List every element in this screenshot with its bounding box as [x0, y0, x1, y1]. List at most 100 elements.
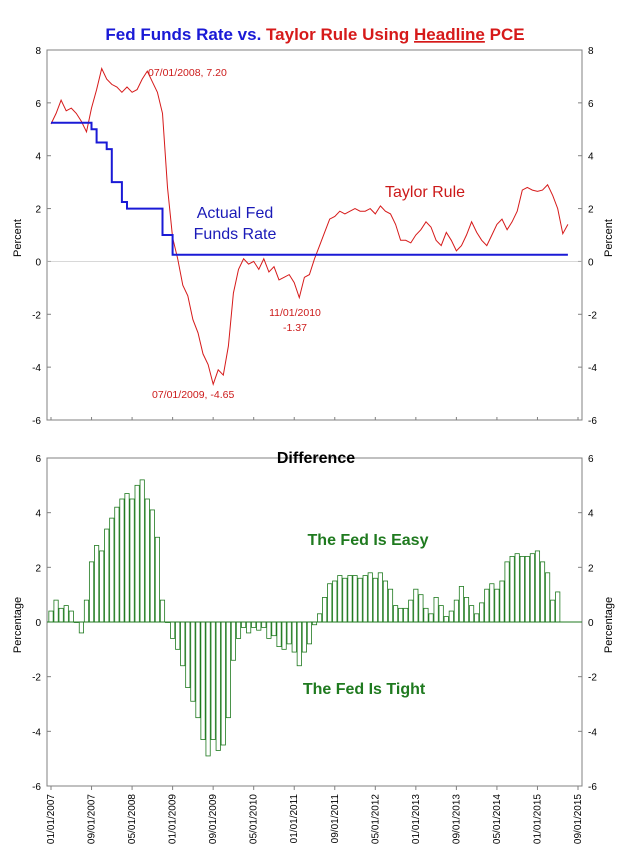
difference-bar: [104, 528, 110, 623]
difference-bar: [94, 545, 100, 623]
difference-bar: [170, 621, 176, 639]
difference-bar: [276, 621, 282, 648]
difference-bar: [372, 577, 378, 623]
difference-bar: [519, 556, 525, 623]
bottom-ytick-label-right-3: 0: [588, 618, 594, 629]
fed-funds-line: [51, 121, 568, 256]
difference-bar: [58, 607, 64, 623]
difference-bar: [352, 575, 358, 623]
bottom-ytick-label-right-0: -6: [588, 782, 597, 793]
difference-bar: [129, 498, 135, 623]
difference-bar: [296, 621, 302, 667]
difference-bar: [256, 621, 262, 631]
difference-bar: [195, 621, 201, 719]
difference-bar: [428, 613, 434, 623]
difference-bar: [246, 621, 252, 634]
x-tick-label-5: 05/01/2010: [249, 794, 260, 844]
difference-bar: [124, 493, 130, 623]
top-ytick-label-left-7: 8: [35, 46, 41, 57]
difference-bar: [534, 550, 541, 623]
x-tick-label-1: 09/01/2007: [87, 794, 98, 844]
bottom-ylabel-left: Percentage: [12, 597, 24, 653]
top-ytick-label-right-4: 2: [588, 205, 594, 216]
top-ytick-label-left-1: -4: [32, 363, 41, 374]
top-ytick-label-left-6: 6: [35, 99, 41, 110]
difference-bar: [291, 621, 297, 653]
difference-bar: [514, 553, 520, 623]
fed-funds-label-line1: Actual Fed: [197, 205, 273, 222]
annotation-peak: 07/01/2008, 7.20: [148, 67, 227, 79]
bottom-ytick-label-right-2: -2: [588, 673, 597, 684]
difference-bar: [225, 621, 231, 719]
difference-bar: [499, 580, 505, 623]
difference-bar: [362, 575, 368, 623]
difference-bar: [149, 509, 155, 623]
top-ytick-label-right-6: 6: [588, 99, 594, 110]
difference-bar: [281, 621, 287, 650]
difference-bar: [322, 597, 328, 623]
difference-bar: [418, 594, 424, 623]
title-part-3: Headline: [414, 25, 485, 44]
difference-bar: [504, 561, 510, 623]
difference-bar: [453, 599, 459, 623]
difference-bar: [261, 621, 267, 628]
difference-bar: [88, 561, 95, 623]
difference-bar: [63, 605, 69, 623]
difference-bar: [154, 536, 160, 623]
x-tick-label-12: 01/01/2015: [532, 794, 543, 844]
top-lines: [50, 67, 569, 387]
difference-bar: [387, 588, 394, 623]
x-axis: 01/01/2007 09/01/2007 05/01/2008 01/01/2009…: [46, 417, 584, 844]
title-part-2: Taylor Rule Using: [266, 25, 414, 44]
difference-bar: [494, 588, 500, 623]
bottom-ytick-label-right-5: 4: [588, 509, 594, 520]
difference-bar: [342, 577, 348, 623]
difference-bar: [398, 607, 404, 623]
difference-bar: [185, 621, 191, 688]
difference-bar: [367, 572, 373, 623]
difference-bars: [47, 479, 582, 757]
bottom-ytick-label-left-2: -2: [32, 673, 41, 684]
top-ytick-label-right-3: 0: [588, 257, 594, 268]
difference-bar: [489, 583, 495, 623]
difference-bar: [220, 621, 226, 746]
difference-bar: [448, 610, 454, 623]
x-tick-label-8: 05/01/2012: [370, 794, 381, 844]
difference-bar: [200, 621, 206, 740]
difference-bar: [215, 621, 221, 751]
difference-bar: [545, 572, 551, 623]
top-ytick-label-left-3: 0: [35, 257, 41, 268]
difference-bar: [393, 605, 399, 623]
difference-bar: [327, 583, 333, 623]
fed-tight-label: The Fed Is Tight: [303, 681, 426, 698]
difference-bar: [479, 602, 485, 623]
difference-bar: [139, 479, 145, 623]
difference-bar: [423, 607, 429, 623]
top-ylabel-left: Percent: [12, 219, 24, 257]
difference-bar: [266, 621, 272, 639]
top-ytick-label-right-0: -6: [588, 416, 597, 427]
top-ytick-label-left-2: -2: [32, 310, 41, 321]
bottom-ytick-label-right-1: -4: [588, 727, 597, 738]
difference-bar: [463, 597, 470, 623]
fed-funds-label-line2: Funds Rate: [194, 226, 277, 243]
bottom-ytick-label-left-0: -6: [32, 782, 41, 793]
difference-title: Difference: [277, 450, 355, 467]
top-ytick-label-right-5: 4: [588, 152, 594, 163]
difference-bar: [271, 621, 277, 637]
x-tick-label-2: 05/01/2008: [127, 794, 138, 844]
fed-easy-label: The Fed Is Easy: [308, 532, 429, 549]
title-part-4: PCE: [485, 25, 525, 44]
difference-bar: [509, 556, 515, 623]
difference-bar: [180, 621, 186, 667]
top-ytick-label-right-2: -2: [588, 310, 597, 321]
difference-bar: [235, 621, 242, 639]
x-tick-label-6: 01/01/2011: [289, 794, 300, 844]
chart-title: Fed Funds Rate vs. Taylor Rule Using Hea…: [105, 25, 524, 44]
difference-bar: [474, 613, 480, 623]
difference-bar: [251, 621, 257, 628]
difference-bar: [529, 553, 535, 623]
taylor-rule-line: [50, 67, 569, 387]
